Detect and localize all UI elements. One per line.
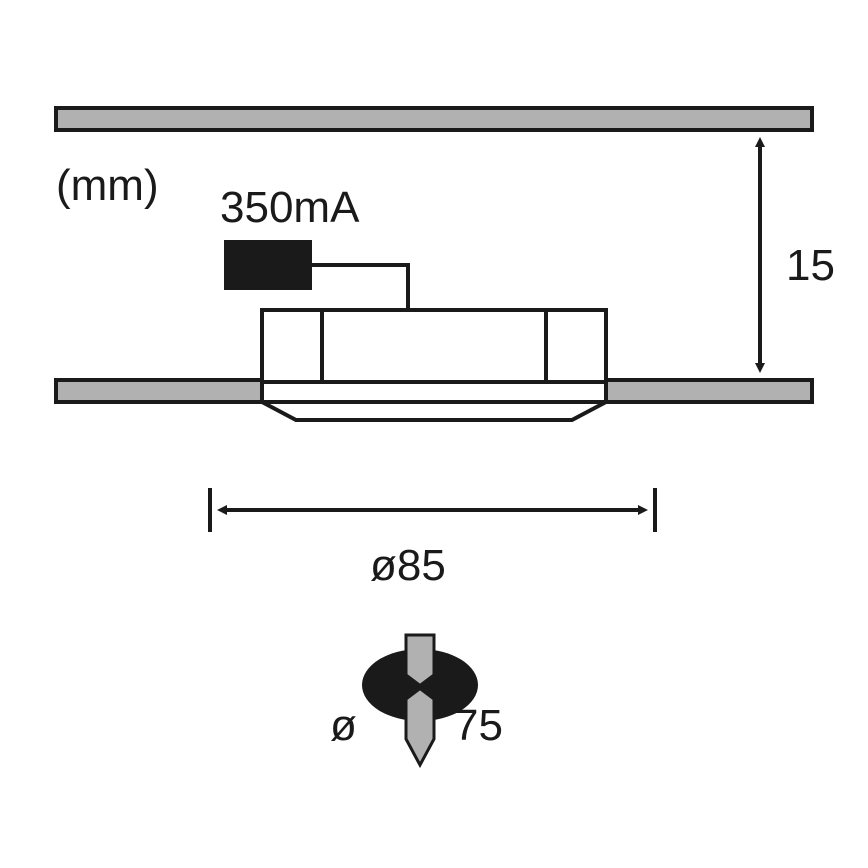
connector-wire — [312, 265, 408, 310]
unit-label: (mm) — [56, 161, 159, 210]
mount-bar-right — [606, 380, 812, 402]
mount-bar-left — [56, 380, 262, 402]
connector-block — [224, 240, 312, 290]
drill-bit-icon — [406, 635, 434, 765]
ceiling-bar — [56, 108, 812, 130]
dim-depth-label: 15 — [786, 241, 835, 290]
cutout-diameter-value: 75 — [454, 701, 503, 750]
current-label: 350mA — [220, 183, 360, 232]
dim-diameter-label: ø85 — [370, 541, 446, 590]
fixture-bezel — [262, 402, 606, 420]
technical-drawing: 15 ø85 ø 75 (mm) 350mA — [0, 0, 868, 868]
fixture-body — [262, 310, 606, 382]
cutout-diameter-prefix: ø — [330, 701, 357, 750]
